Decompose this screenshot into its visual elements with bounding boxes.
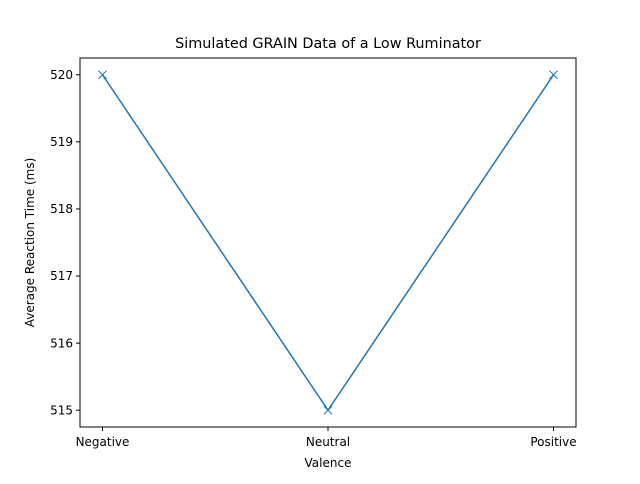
plot-area-frame — [79, 57, 577, 428]
y-tick-label: 519 — [50, 135, 73, 149]
y-tick-label: 520 — [50, 68, 73, 82]
x-axis: Negative Neutral Positive — [76, 427, 577, 449]
y-axis: 515 516 517 518 519 520 — [50, 68, 80, 417]
x-axis-label: Valence — [305, 456, 352, 470]
x-tick-label: Negative — [76, 435, 130, 449]
y-tick-label: 515 — [50, 403, 73, 417]
y-tick-label: 517 — [50, 269, 73, 283]
series-layer — [98, 70, 558, 415]
x-tick-label: Neutral — [306, 435, 350, 449]
data-point-marker — [549, 70, 558, 80]
x-tick-label: Positive — [530, 435, 576, 449]
y-axis-label: Average Reaction Time (ms) — [23, 158, 37, 328]
y-tick-label: 516 — [50, 336, 73, 350]
data-point-marker — [98, 70, 107, 80]
y-tick-label: 518 — [50, 202, 73, 216]
chart-title: Simulated GRAIN Data of a Low Ruminator — [175, 36, 481, 52]
data-point-marker — [323, 405, 333, 415]
series-line — [101, 73, 555, 411]
